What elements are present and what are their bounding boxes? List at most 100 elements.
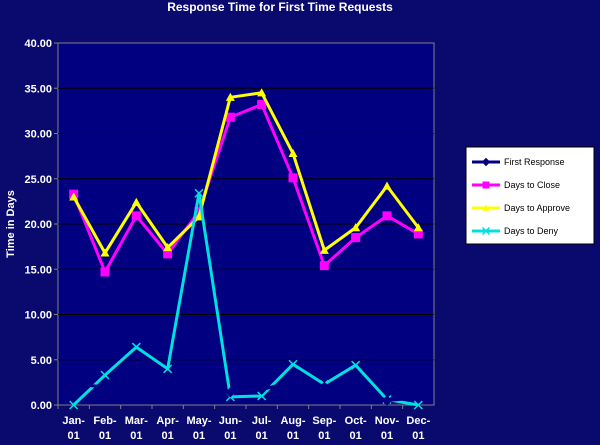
data-point bbox=[100, 267, 110, 277]
data-point bbox=[288, 148, 298, 158]
data-point bbox=[99, 381, 111, 393]
x-tick-label-month: Oct- bbox=[345, 415, 367, 427]
data-point bbox=[100, 370, 110, 380]
x-marker-stroke bbox=[413, 400, 423, 410]
data-point bbox=[351, 233, 361, 243]
y-tick-label: 0.00 bbox=[31, 400, 52, 412]
data-point bbox=[481, 157, 491, 167]
x-tick-label-year: 01 bbox=[381, 430, 393, 442]
y-tick-label: 15.00 bbox=[24, 264, 52, 276]
x-tick-label-year: 01 bbox=[224, 430, 236, 442]
x-marker-stroke bbox=[131, 342, 141, 352]
data-point bbox=[131, 342, 141, 352]
x-tick-label: Jan- 01 bbox=[62, 415, 85, 442]
data-point bbox=[351, 223, 361, 232]
x-tick-label: Jul- 01 bbox=[252, 415, 272, 442]
data-point bbox=[69, 400, 79, 410]
data-point bbox=[413, 229, 423, 239]
data-point bbox=[163, 364, 173, 374]
x-tick-label-year: 01 bbox=[412, 430, 424, 442]
series-group bbox=[68, 88, 424, 410]
data-point bbox=[257, 100, 267, 110]
x-tick-label: May- 01 bbox=[186, 415, 211, 442]
x-tick-label: Dec- 01 bbox=[406, 415, 430, 442]
x-tick-label-year: 01 bbox=[162, 430, 174, 442]
data-point bbox=[225, 112, 235, 122]
x-tick-label-year: 01 bbox=[68, 430, 80, 442]
y-axis-label: Time in Days bbox=[5, 190, 17, 258]
legend: First Response Days to Close Days to Appro… bbox=[465, 146, 595, 245]
legend-item: Days to Close bbox=[472, 180, 560, 190]
data-point bbox=[413, 392, 424, 403]
data-point bbox=[482, 204, 490, 211]
x-tick-label: Nov- 01 bbox=[375, 415, 400, 442]
x-tick-label-year: 01 bbox=[318, 430, 330, 442]
x-tick-label-month: Jul- bbox=[252, 415, 272, 427]
legend-label: Days to Deny bbox=[504, 226, 559, 236]
data-point bbox=[381, 395, 393, 406]
x-marker-stroke bbox=[288, 359, 298, 369]
x-tick-label-year: 01 bbox=[256, 430, 268, 442]
x-tick-label: Aug- 01 bbox=[280, 415, 305, 442]
data-point bbox=[319, 245, 329, 254]
y-tick-label: 40.00 bbox=[24, 38, 52, 50]
series-days-to-approve bbox=[69, 88, 423, 257]
data-point bbox=[319, 381, 330, 393]
x-tick-label-year: 01 bbox=[350, 430, 362, 442]
chart-title: Response Time for First Time Requests bbox=[167, 0, 393, 14]
legend-label: First Response bbox=[504, 157, 565, 167]
data-point bbox=[194, 188, 204, 198]
x-tick-label: Mar- 01 bbox=[125, 415, 149, 442]
data-point bbox=[131, 211, 141, 221]
x-tick-label: Jun- 01 bbox=[219, 415, 243, 442]
x-tick-label-year: 01 bbox=[130, 430, 142, 442]
data-point bbox=[413, 400, 423, 410]
data-point bbox=[163, 243, 173, 252]
legend-item: First Response bbox=[472, 157, 565, 167]
legend-item: Days to Deny bbox=[472, 226, 559, 236]
x-tick-label-month: May- bbox=[186, 415, 211, 427]
data-point bbox=[257, 391, 267, 401]
x-marker-stroke bbox=[163, 364, 173, 374]
y-tick-label: 35.00 bbox=[24, 83, 52, 95]
x-marker-stroke bbox=[257, 391, 267, 401]
x-tick-label-year: 01 bbox=[287, 430, 299, 442]
data-point bbox=[194, 212, 204, 221]
legend-label: Days to Approve bbox=[504, 203, 570, 213]
data-point bbox=[350, 382, 361, 394]
series-line bbox=[72, 103, 420, 274]
x-tick-label-year: 01 bbox=[193, 430, 205, 442]
x-tick-label-year: 01 bbox=[99, 430, 111, 442]
data-point bbox=[69, 192, 79, 201]
data-point bbox=[287, 376, 299, 387]
y-axis-ticks: 0.00 5.00 10.00 15.00 20.00 25.00 30.00 35.00 40… bbox=[24, 38, 58, 412]
data-point bbox=[319, 261, 329, 271]
x-axis-ticks: Jan-01Feb-01Mar-01Apr-01May-01Jun-01Jul-… bbox=[57, 405, 431, 442]
series-line bbox=[72, 91, 420, 255]
data-point bbox=[68, 378, 79, 390]
y-tick-label: 10.00 bbox=[24, 310, 52, 322]
data-point bbox=[351, 360, 361, 370]
legend-label: Days to Close bbox=[504, 180, 560, 190]
x-tick-label-month: Jan- bbox=[62, 415, 85, 427]
x-tick-label-month: Mar- bbox=[125, 415, 149, 427]
data-point bbox=[131, 388, 142, 399]
x-marker-stroke bbox=[481, 226, 491, 236]
y-tick-label: 30.00 bbox=[24, 129, 52, 141]
data-point bbox=[131, 197, 141, 206]
series-line bbox=[73, 376, 419, 402]
data-point bbox=[257, 88, 267, 97]
series-line bbox=[72, 191, 419, 407]
data-point bbox=[100, 248, 110, 257]
x-marker-stroke bbox=[69, 400, 79, 410]
x-tick-label-month: Dec- bbox=[406, 415, 430, 427]
x-tick-label: Sep- 01 bbox=[312, 415, 336, 442]
x-tick-label-month: Jun- bbox=[219, 415, 243, 427]
data-point bbox=[382, 181, 392, 190]
y-tick-label: 20.00 bbox=[24, 219, 52, 231]
x-marker-stroke bbox=[100, 370, 110, 380]
x-marker-stroke bbox=[351, 360, 361, 370]
x-tick-label: Apr- 01 bbox=[156, 415, 179, 442]
x-tick-label-month: Sep- bbox=[312, 415, 336, 427]
